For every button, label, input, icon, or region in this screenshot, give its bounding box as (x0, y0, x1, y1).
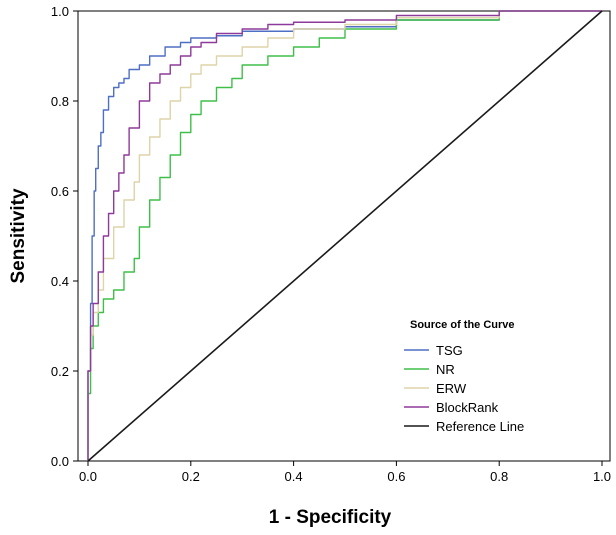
series-line-blockrank (87, 10, 602, 461)
y-axis-title: Sensitivity (8, 188, 29, 283)
legend-label: BlockRank (436, 400, 499, 415)
y-tick-label: 0.8 (51, 94, 69, 109)
x-tick-label: 0.4 (285, 469, 303, 484)
y-tick-label: 1.0 (51, 4, 69, 19)
axis-layer: 0.0 0.2 0.4 0.6 0.8 1.0 0.0 0.2 0.4 0.6 0.8 1.0 (51, 4, 611, 484)
x-tick-label: 0.8 (490, 469, 508, 484)
legend-title: Source of the Curve (410, 319, 515, 331)
y-tick-label: 0.4 (51, 274, 69, 289)
legend-label: TSG (436, 343, 463, 358)
series-line-reference-line (87, 10, 603, 462)
series-layer (87, 10, 603, 462)
series-line-nr (87, 10, 602, 461)
y-tick-label: 0.6 (51, 184, 69, 199)
legend-label: ERW (436, 381, 467, 396)
legend-items: TSG NR ERW BlockRank Reference Line (404, 343, 524, 434)
y-tick-label: 0.0 (51, 454, 69, 469)
x-tick-label: 0.2 (182, 469, 200, 484)
y-tick-label: 0.2 (51, 364, 69, 379)
legend-label: NR (436, 362, 455, 377)
x-axis-title: 1 - Specificity (269, 507, 392, 528)
series-line-erw (87, 10, 602, 461)
legend: Source of the Curve TSG NR ERW BlockRank Ref… (404, 319, 524, 434)
x-tick-label: 0.0 (79, 469, 97, 484)
x-tick-label: 1.0 (593, 469, 611, 484)
x-tick-label: 0.6 (387, 469, 405, 484)
legend-label: Reference Line (436, 419, 524, 434)
